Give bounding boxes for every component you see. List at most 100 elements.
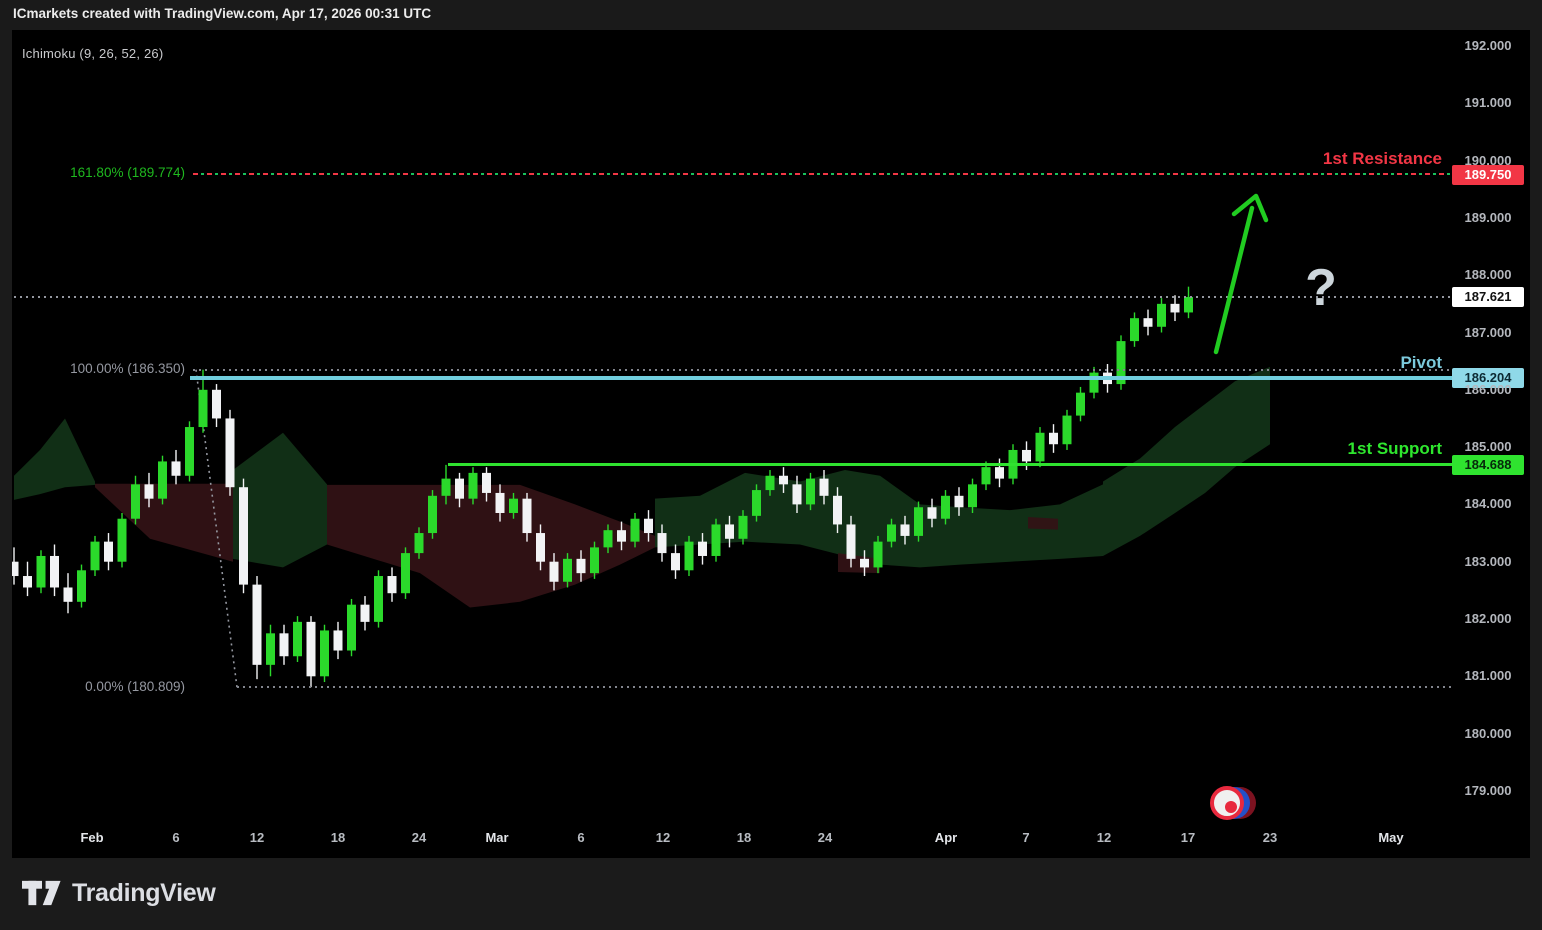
candle-body <box>509 498 518 513</box>
y-axis-tick[interactable]: 180.000 <box>1464 725 1512 741</box>
candle-body <box>441 478 451 496</box>
fib-161-label: 161.80% (189.774) <box>70 165 185 180</box>
candle-body <box>360 604 370 622</box>
candle-body <box>914 507 923 536</box>
candle-body <box>333 630 343 651</box>
question-mark: ? <box>1305 259 1337 317</box>
candle-body <box>495 492 505 513</box>
candle-body <box>684 541 694 571</box>
x-axis-label[interactable]: Feb <box>80 830 104 845</box>
candle-body <box>630 518 640 542</box>
x-axis-label[interactable]: 6 <box>172 830 180 845</box>
y-axis-tick[interactable]: 181.000 <box>1464 668 1512 684</box>
y-axis-tick[interactable]: 188.000 <box>1464 267 1512 283</box>
candle-body <box>1062 415 1072 445</box>
candle-body <box>1184 296 1193 313</box>
x-axis-label[interactable]: 18 <box>330 830 346 845</box>
chart-panel[interactable] <box>12 30 1530 858</box>
candle-body <box>266 633 275 665</box>
y-axis-tick[interactable]: 189.000 <box>1464 209 1512 225</box>
x-axis-label[interactable]: 6 <box>577 830 585 845</box>
ichimoku-cloud-green <box>1103 366 1270 556</box>
candle-body <box>239 487 248 585</box>
y-axis-tick[interactable]: 191.000 <box>1464 95 1512 111</box>
resistance-label: 1st Resistance <box>1322 149 1442 168</box>
candle-body <box>941 495 950 519</box>
candle-body <box>347 604 356 651</box>
x-axis-label[interactable]: Apr <box>934 830 958 845</box>
ichimoku-cloud-red <box>95 483 233 562</box>
candle-body <box>171 461 181 476</box>
x-axis-label[interactable]: 17 <box>1180 830 1196 845</box>
y-axis-tick[interactable]: 182.000 <box>1464 611 1512 626</box>
x-axis-label[interactable]: 12 <box>249 830 265 845</box>
header-bar: ICmarkets created with TradingView.com, … <box>0 0 1542 30</box>
candle-body <box>50 555 59 588</box>
x-axis-label[interactable]: 24 <box>411 830 427 845</box>
candle-body <box>1157 303 1166 327</box>
x-axis-label[interactable]: 18 <box>736 830 752 845</box>
x-axis-label[interactable]: Mar <box>485 830 509 845</box>
candle-body <box>144 484 154 499</box>
candle-body <box>819 478 829 496</box>
x-axis-label[interactable]: 12 <box>1096 830 1112 845</box>
level-line-support <box>448 463 1452 467</box>
candle-body <box>117 518 127 562</box>
candle-body <box>590 547 599 574</box>
price-tag-support: 184.688 <box>1452 454 1524 475</box>
candle-body <box>468 472 478 499</box>
level-line-resistance <box>193 172 1452 176</box>
candle-body <box>1035 432 1045 462</box>
x-axis-label[interactable]: 7 <box>1022 830 1030 845</box>
candle-body <box>23 576 32 588</box>
pivot-label: Pivot <box>1400 353 1442 372</box>
candle-body <box>77 570 86 602</box>
tradingview-logo-icon <box>22 880 61 906</box>
y-axis-tick[interactable]: 179.000 <box>1464 782 1512 798</box>
candle-body <box>1089 372 1099 393</box>
candle-body <box>212 389 221 419</box>
ichimoku-cloud-green <box>14 418 95 500</box>
candle-body <box>293 621 302 657</box>
candle-body <box>995 467 1004 479</box>
candle-body <box>927 507 937 519</box>
candle-body <box>63 587 73 602</box>
candle-body <box>738 515 748 539</box>
candle-body <box>104 541 113 562</box>
candle-body <box>603 530 613 548</box>
y-axis-tick[interactable]: 187.000 <box>1464 324 1512 340</box>
y-axis-tick[interactable]: 186.000 <box>1464 381 1512 397</box>
candle-body <box>1143 318 1153 327</box>
candle-body <box>320 630 329 677</box>
candle-body <box>158 461 167 499</box>
fib-100-label: 100.00% (186.350) <box>70 361 185 376</box>
y-axis-tick[interactable]: 183.000 <box>1464 553 1512 569</box>
header-title: ICmarkets created with TradingView.com, … <box>13 6 432 21</box>
candle-body <box>12 561 19 577</box>
y-axis-tick[interactable]: 184.000 <box>1464 496 1512 512</box>
candle-body <box>725 524 734 539</box>
price-tag-pivot: 186.204 <box>1452 368 1524 389</box>
candle-body <box>549 561 559 582</box>
candle-body <box>860 558 869 568</box>
candle-body <box>752 490 761 516</box>
x-axis-label[interactable]: 12 <box>655 830 671 845</box>
x-axis-label[interactable]: 23 <box>1262 830 1278 845</box>
candle-body <box>1022 449 1031 462</box>
candle-body <box>765 475 775 491</box>
candle-body <box>900 524 910 536</box>
x-axis-label[interactable]: May <box>1378 830 1404 845</box>
y-axis-tick[interactable]: 192.000 <box>1464 38 1512 53</box>
y-axis-tick[interactable]: 185.000 <box>1464 439 1512 455</box>
candle-body <box>806 478 815 505</box>
candle-body <box>1130 318 1139 342</box>
candle-body <box>563 558 572 582</box>
candle-body <box>1116 341 1126 385</box>
candle-body <box>1170 303 1180 313</box>
chart-plot-canvas[interactable] <box>12 30 1452 828</box>
y-axis-tick[interactable]: 190.000 <box>1464 152 1512 168</box>
candle-body <box>846 524 856 559</box>
x-axis-label[interactable]: 24 <box>817 830 833 845</box>
candle-body <box>36 555 46 588</box>
